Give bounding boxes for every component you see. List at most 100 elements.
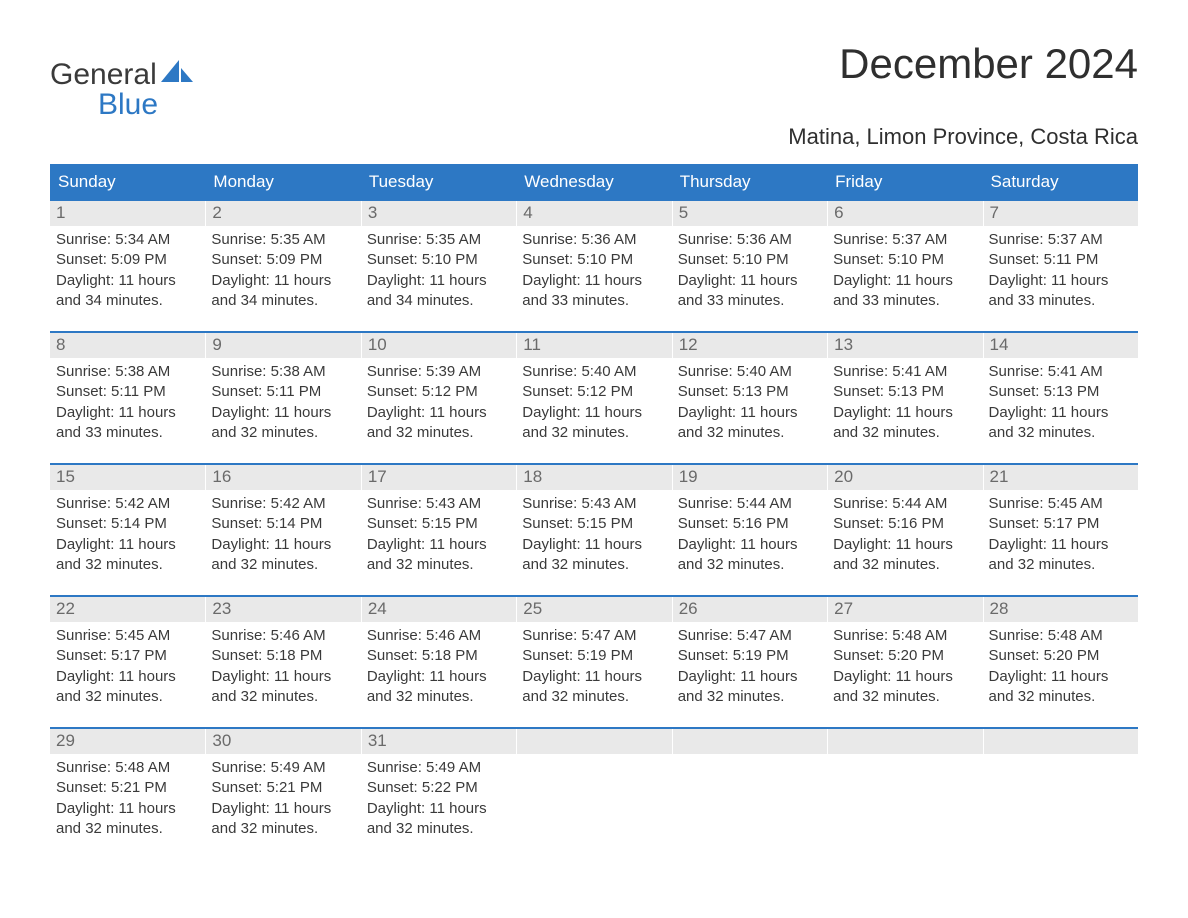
day-cell: 1Sunrise: 5:34 AMSunset: 5:09 PMDaylight…	[50, 201, 205, 313]
day-cell: 10Sunrise: 5:39 AMSunset: 5:12 PMDayligh…	[361, 333, 516, 445]
day-cell: 8Sunrise: 5:38 AMSunset: 5:11 PMDaylight…	[50, 333, 205, 445]
sunrise-line: Sunrise: 5:49 AM	[367, 758, 510, 778]
day-body: Sunrise: 5:47 AMSunset: 5:19 PMDaylight:…	[516, 622, 671, 709]
daylight-line: Daylight: 11 hours and 32 minutes.	[833, 667, 976, 708]
sunrise-line: Sunrise: 5:47 AM	[522, 626, 665, 646]
daylight-line: Daylight: 11 hours and 33 minutes.	[833, 271, 976, 312]
sunset-line: Sunset: 5:15 PM	[367, 514, 510, 534]
day-body: Sunrise: 5:46 AMSunset: 5:18 PMDaylight:…	[205, 622, 360, 709]
day-number: 27	[827, 597, 982, 622]
header-row: General Blue December 2024	[50, 40, 1138, 120]
sunrise-line: Sunrise: 5:36 AM	[522, 230, 665, 250]
day-number: 6	[827, 201, 982, 226]
sunrise-line: Sunrise: 5:39 AM	[367, 362, 510, 382]
sunrise-line: Sunrise: 5:44 AM	[833, 494, 976, 514]
sunrise-line: Sunrise: 5:44 AM	[678, 494, 821, 514]
sunrise-line: Sunrise: 5:41 AM	[833, 362, 976, 382]
day-body: Sunrise: 5:48 AMSunset: 5:20 PMDaylight:…	[827, 622, 982, 709]
sunset-line: Sunset: 5:12 PM	[367, 382, 510, 402]
sunset-line: Sunset: 5:20 PM	[833, 646, 976, 666]
daylight-line: Daylight: 11 hours and 34 minutes.	[211, 271, 354, 312]
sunrise-line: Sunrise: 5:49 AM	[211, 758, 354, 778]
day-number: 20	[827, 465, 982, 490]
day-number: 8	[50, 333, 205, 358]
weeks-container: 1Sunrise: 5:34 AMSunset: 5:09 PMDaylight…	[50, 199, 1138, 841]
day-cell: 6Sunrise: 5:37 AMSunset: 5:10 PMDaylight…	[827, 201, 982, 313]
daylight-line: Daylight: 11 hours and 34 minutes.	[56, 271, 199, 312]
daylight-line: Daylight: 11 hours and 32 minutes.	[367, 403, 510, 444]
day-cell	[672, 729, 827, 841]
week-row: 22Sunrise: 5:45 AMSunset: 5:17 PMDayligh…	[50, 595, 1138, 709]
sunset-line: Sunset: 5:17 PM	[56, 646, 199, 666]
sunset-line: Sunset: 5:19 PM	[678, 646, 821, 666]
daylight-line: Daylight: 11 hours and 32 minutes.	[56, 535, 199, 576]
sunrise-line: Sunrise: 5:45 AM	[56, 626, 199, 646]
day-cell: 20Sunrise: 5:44 AMSunset: 5:16 PMDayligh…	[827, 465, 982, 577]
day-cell: 9Sunrise: 5:38 AMSunset: 5:11 PMDaylight…	[205, 333, 360, 445]
title-block: December 2024	[839, 40, 1138, 88]
daylight-line: Daylight: 11 hours and 32 minutes.	[211, 403, 354, 444]
sunrise-line: Sunrise: 5:37 AM	[833, 230, 976, 250]
daylight-line: Daylight: 11 hours and 33 minutes.	[522, 271, 665, 312]
day-number: 4	[516, 201, 671, 226]
day-number: 17	[361, 465, 516, 490]
day-cell: 23Sunrise: 5:46 AMSunset: 5:18 PMDayligh…	[205, 597, 360, 709]
day-cell: 17Sunrise: 5:43 AMSunset: 5:15 PMDayligh…	[361, 465, 516, 577]
day-body: Sunrise: 5:38 AMSunset: 5:11 PMDaylight:…	[50, 358, 205, 445]
sunset-line: Sunset: 5:21 PM	[211, 778, 354, 798]
day-number: 15	[50, 465, 205, 490]
day-number: 18	[516, 465, 671, 490]
brand-word-general: General	[50, 58, 157, 91]
day-body: Sunrise: 5:45 AMSunset: 5:17 PMDaylight:…	[50, 622, 205, 709]
day-cell: 26Sunrise: 5:47 AMSunset: 5:19 PMDayligh…	[672, 597, 827, 709]
sunrise-line: Sunrise: 5:40 AM	[678, 362, 821, 382]
day-cell: 27Sunrise: 5:48 AMSunset: 5:20 PMDayligh…	[827, 597, 982, 709]
daylight-line: Daylight: 11 hours and 32 minutes.	[989, 535, 1132, 576]
sunset-line: Sunset: 5:20 PM	[989, 646, 1132, 666]
sunrise-line: Sunrise: 5:43 AM	[522, 494, 665, 514]
day-cell: 2Sunrise: 5:35 AMSunset: 5:09 PMDaylight…	[205, 201, 360, 313]
sunrise-line: Sunrise: 5:48 AM	[989, 626, 1132, 646]
sunrise-line: Sunrise: 5:46 AM	[211, 626, 354, 646]
day-body: Sunrise: 5:43 AMSunset: 5:15 PMDaylight:…	[516, 490, 671, 577]
day-body: Sunrise: 5:45 AMSunset: 5:17 PMDaylight:…	[983, 490, 1138, 577]
day-body: Sunrise: 5:37 AMSunset: 5:10 PMDaylight:…	[827, 226, 982, 313]
day-body: Sunrise: 5:43 AMSunset: 5:15 PMDaylight:…	[361, 490, 516, 577]
day-cell: 12Sunrise: 5:40 AMSunset: 5:13 PMDayligh…	[672, 333, 827, 445]
day-body: Sunrise: 5:39 AMSunset: 5:12 PMDaylight:…	[361, 358, 516, 445]
day-number: 19	[672, 465, 827, 490]
daylight-line: Daylight: 11 hours and 33 minutes.	[989, 271, 1132, 312]
sunset-line: Sunset: 5:10 PM	[833, 250, 976, 270]
day-body: Sunrise: 5:36 AMSunset: 5:10 PMDaylight:…	[672, 226, 827, 313]
day-number	[516, 729, 671, 754]
sunset-line: Sunset: 5:13 PM	[678, 382, 821, 402]
weekday-header: Monday	[205, 166, 360, 199]
brand-logo: General Blue	[50, 58, 193, 120]
sunset-line: Sunset: 5:12 PM	[522, 382, 665, 402]
page-title: December 2024	[839, 40, 1138, 88]
daylight-line: Daylight: 11 hours and 32 minutes.	[56, 799, 199, 840]
sunset-line: Sunset: 5:10 PM	[522, 250, 665, 270]
day-cell: 14Sunrise: 5:41 AMSunset: 5:13 PMDayligh…	[983, 333, 1138, 445]
sunset-line: Sunset: 5:15 PM	[522, 514, 665, 534]
day-cell: 7Sunrise: 5:37 AMSunset: 5:11 PMDaylight…	[983, 201, 1138, 313]
day-number: 13	[827, 333, 982, 358]
daylight-line: Daylight: 11 hours and 32 minutes.	[522, 667, 665, 708]
day-cell: 11Sunrise: 5:40 AMSunset: 5:12 PMDayligh…	[516, 333, 671, 445]
daylight-line: Daylight: 11 hours and 32 minutes.	[678, 667, 821, 708]
day-body: Sunrise: 5:40 AMSunset: 5:13 PMDaylight:…	[672, 358, 827, 445]
daylight-line: Daylight: 11 hours and 32 minutes.	[678, 535, 821, 576]
sunrise-line: Sunrise: 5:48 AM	[56, 758, 199, 778]
day-cell: 22Sunrise: 5:45 AMSunset: 5:17 PMDayligh…	[50, 597, 205, 709]
day-body: Sunrise: 5:35 AMSunset: 5:09 PMDaylight:…	[205, 226, 360, 313]
sunset-line: Sunset: 5:09 PM	[211, 250, 354, 270]
day-body: Sunrise: 5:42 AMSunset: 5:14 PMDaylight:…	[205, 490, 360, 577]
sunrise-line: Sunrise: 5:42 AM	[56, 494, 199, 514]
daylight-line: Daylight: 11 hours and 33 minutes.	[56, 403, 199, 444]
sunset-line: Sunset: 5:11 PM	[56, 382, 199, 402]
day-number: 7	[983, 201, 1138, 226]
day-number: 22	[50, 597, 205, 622]
day-body: Sunrise: 5:48 AMSunset: 5:20 PMDaylight:…	[983, 622, 1138, 709]
day-number: 31	[361, 729, 516, 754]
sunset-line: Sunset: 5:14 PM	[56, 514, 199, 534]
